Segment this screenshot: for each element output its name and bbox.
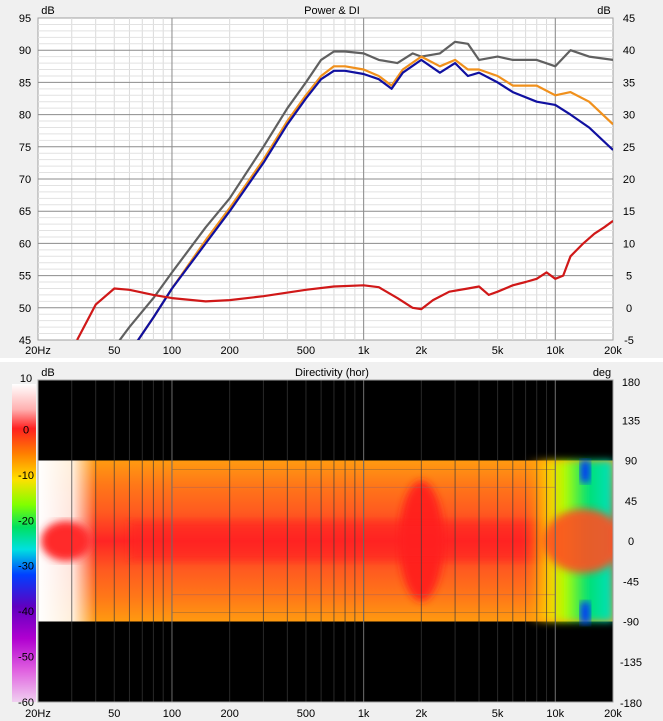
x-tick-label: 500 xyxy=(297,708,315,720)
directivity-panel: 10 0 -10 -20 -30 -40 -50 -60 20Hz 50 100 200 500 1k 2k… xyxy=(0,362,663,721)
y-tick-label-left: 45 xyxy=(19,335,31,347)
y-tick-label-right: 40 xyxy=(623,45,635,57)
y-tick-label-right: 15 xyxy=(623,206,635,218)
series-line-3 xyxy=(76,220,613,340)
y-tick-label-right: 20 xyxy=(623,174,635,186)
y-tick-label-left: 90 xyxy=(19,45,31,57)
power-di-panel: 20Hz 50 100 200 500 1k 2k 5k 10k 20k 95 90 85 80 75 70 6… xyxy=(0,0,663,358)
y-tick-label-left: 55 xyxy=(19,271,31,283)
x-tick-label: 100 xyxy=(163,345,181,357)
colorbar-tick-label: 10 xyxy=(20,373,32,385)
heatmap-group xyxy=(38,460,613,624)
x-tick-label: 1k xyxy=(358,708,370,720)
y-tick-label-right: 45 xyxy=(625,496,637,508)
x-tick-label: 5k xyxy=(492,345,504,357)
series-group xyxy=(76,40,613,340)
y-tick-label-right: 30 xyxy=(623,110,635,122)
heatmap-low-freq-hotspot xyxy=(41,521,92,561)
colorbar-tick-label: -10 xyxy=(18,470,34,482)
y-tick-label-right: 10 xyxy=(623,238,635,250)
y-axis-label-right: deg xyxy=(593,367,611,379)
y-tick-label-right: -135 xyxy=(620,657,642,669)
y-tick-label-left: 95 xyxy=(19,13,31,25)
x-tick-label: 100 xyxy=(163,708,181,720)
y-tick-label-right: 0 xyxy=(626,303,632,315)
power-di-chart: 20Hz 50 100 200 500 1k 2k 5k 10k 20k9590858075706… xyxy=(19,5,635,357)
x-tick-label: 200 xyxy=(220,345,238,357)
heatmap-high-freq-center xyxy=(543,509,613,573)
x-tick-label: 20k xyxy=(604,345,622,357)
y-axis-label-left: dB xyxy=(41,367,54,379)
x-tick-label: 20Hz xyxy=(25,345,51,357)
y-tick-label-right: 0 xyxy=(628,536,634,548)
colorbar-tick-label: -50 xyxy=(18,652,34,664)
y-axis-label-left: dB xyxy=(41,5,54,17)
y-tick-label-right: 45 xyxy=(623,13,635,25)
x-tick-label: 50 xyxy=(108,345,120,357)
major-gridlines xyxy=(38,18,613,340)
y-tick-label-right: -180 xyxy=(620,698,642,710)
y-tick-label-right: -45 xyxy=(623,576,639,588)
y-tick-label-left: 80 xyxy=(19,110,31,122)
series-line-0 xyxy=(118,40,613,340)
x-tick-label: 5k xyxy=(492,708,504,720)
series-line-2 xyxy=(136,58,613,340)
colorbar-tick-label: 0 xyxy=(23,424,29,436)
y-tick-label-right: 135 xyxy=(622,415,640,427)
series-line-1 xyxy=(136,55,613,340)
y-tick-label-left: 65 xyxy=(19,206,31,218)
heatmap-frame xyxy=(37,379,614,703)
y-tick-label-right: 35 xyxy=(623,77,635,89)
y-tick-label-left: 70 xyxy=(19,174,31,186)
x-tick-label: 10k xyxy=(546,708,564,720)
y-tick-label-left: 85 xyxy=(19,77,31,89)
heatmap-blue-spot xyxy=(580,601,591,624)
x-tick-label: 2k xyxy=(416,708,428,720)
y-tick-label-right: -5 xyxy=(624,335,634,347)
heatmap-gridlines xyxy=(71,380,556,702)
y-axis-label-right: dB xyxy=(597,5,610,17)
colorbar-tick-label: -40 xyxy=(18,606,34,618)
y-tick-label-left: 50 xyxy=(19,303,31,315)
heatmap-blue-spot xyxy=(580,460,591,483)
y-tick-label-right: 5 xyxy=(626,271,632,283)
y-tick-label-right: 90 xyxy=(625,456,637,468)
x-tick-label: 20Hz xyxy=(25,708,51,720)
x-tick-label: 500 xyxy=(297,345,315,357)
y-tick-label-right: -90 xyxy=(623,617,639,629)
y-tick-label-right: 180 xyxy=(622,377,640,389)
y-tick-label-left: 75 xyxy=(19,142,31,154)
y-tick-label-right: 25 xyxy=(623,142,635,154)
colorbar xyxy=(12,384,36,702)
y-tick-label-left: 60 xyxy=(19,238,31,250)
colorbar-tick-label: -30 xyxy=(18,561,34,573)
x-tick-label: 1k xyxy=(358,345,370,357)
panel-separator xyxy=(0,358,663,362)
x-tick-label: 20k xyxy=(604,708,622,720)
x-tick-label: 50 xyxy=(108,708,120,720)
chart-title: Directivity (hor) xyxy=(295,367,369,379)
x-tick-label: 200 xyxy=(220,708,238,720)
colorbar-tick-label: -20 xyxy=(18,515,34,527)
heatmap-center-strip xyxy=(129,521,547,561)
chart-title: Power & DI xyxy=(304,5,360,17)
x-tick-label: 2k xyxy=(416,345,428,357)
x-tick-label: 10k xyxy=(546,345,564,357)
colorbar-tick-label: -60 xyxy=(18,697,34,709)
